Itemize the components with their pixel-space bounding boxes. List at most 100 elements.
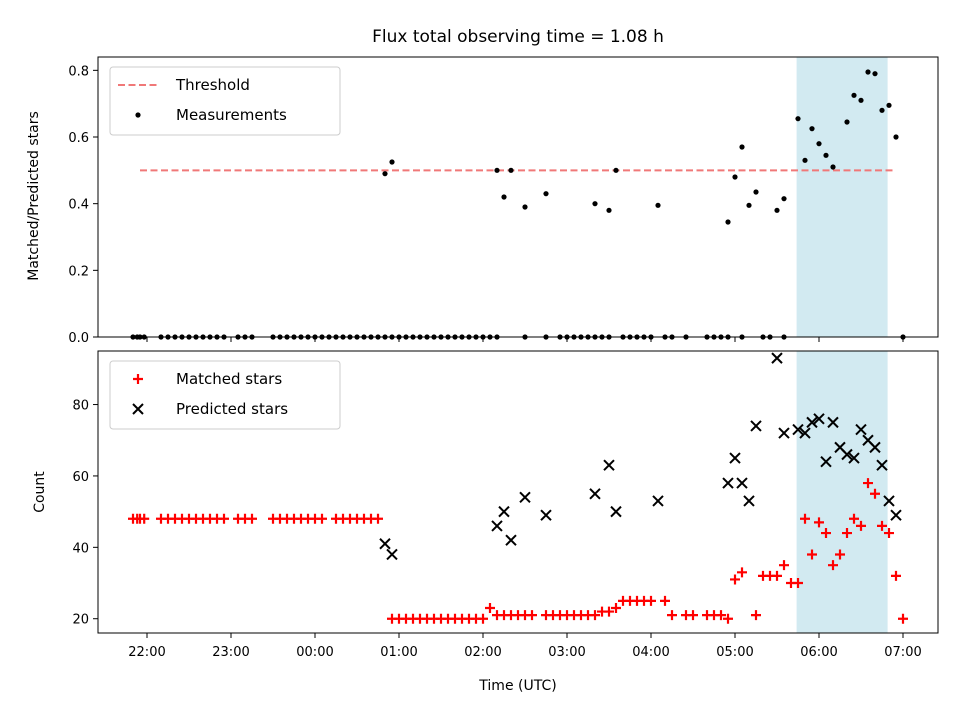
matched-star-point: [317, 513, 327, 524]
matched-star-point: [730, 574, 740, 585]
matched-star-point: [660, 595, 670, 606]
y-tick-label: 0.8: [68, 64, 89, 79]
matched-star-point: [842, 528, 852, 539]
x-tick-label: 06:00: [800, 645, 837, 660]
predicted-star-point: [610, 505, 622, 518]
predicted-star-point: [750, 420, 762, 432]
legend-box: [109, 66, 341, 136]
x-tick-label: 05:00: [716, 645, 753, 660]
matched-star-point: [779, 560, 789, 571]
measurement-point: [389, 159, 395, 165]
measurement-point: [543, 191, 549, 197]
legend-label: Matched stars: [176, 370, 282, 388]
bottom-y-axis-title: Count: [32, 471, 48, 513]
measurement-point: [732, 174, 738, 180]
matched-star-point: [793, 578, 803, 589]
predicted-star-point: [820, 455, 832, 468]
measurement-point: [795, 116, 801, 122]
predicted-star-point: [883, 495, 895, 507]
predicted-star-point: [855, 423, 867, 436]
y-tick-label: 80: [72, 399, 89, 414]
legend-label: Measurements: [176, 106, 287, 124]
flux-ratio-panel: 0.0 0.2 0.4 0.6 0.8 Threshold Measurements: [68, 56, 939, 346]
x-tick-label: 23:00: [212, 645, 249, 660]
measurement-point: [725, 219, 731, 225]
chart-title: Flux total observing time = 1.08 h: [372, 27, 664, 47]
matched-star-point: [139, 513, 150, 524]
measurement-point: [781, 196, 787, 202]
predicted-star-point: [505, 534, 517, 546]
x-tick-label: 03:00: [548, 645, 585, 660]
legend-measurement-swatch: [135, 112, 141, 118]
measurement-point: [802, 157, 808, 163]
measurement-point: [522, 204, 528, 210]
measurement-point: [508, 167, 514, 173]
matched-star-point: [856, 520, 866, 531]
predicted-star-point: [729, 452, 741, 464]
plot-frame: [97, 350, 939, 634]
predicted-star-point: [519, 491, 531, 504]
predicted-star-point: [841, 448, 853, 461]
predicted-star-point: [771, 352, 783, 364]
legend-label: Predicted stars: [176, 400, 288, 418]
matched-star-point: [527, 610, 537, 621]
measurement-point: [872, 71, 878, 77]
measurement-point: [858, 97, 864, 103]
star-count-panel: 20 40 60 80 22:00 23:00 00:00 01:00 02:00 03:00 04…: [72, 350, 939, 660]
predicted-star-point: [540, 509, 552, 521]
measurement-point: [739, 144, 745, 150]
measurement-point: [613, 167, 619, 173]
matched-star-point: [723, 613, 733, 624]
matched-star-point: [800, 513, 810, 524]
matched-star-point: [870, 488, 880, 499]
measurement-point: [774, 207, 780, 213]
y-tick-label: 0.6: [68, 131, 89, 146]
predicted-star-point: [778, 427, 790, 439]
legend-matched-swatch: [133, 374, 143, 384]
matched-star-point: [485, 603, 495, 614]
matched-star-point: [828, 560, 838, 571]
measurement-point: [501, 194, 507, 200]
measurement-point: [753, 189, 759, 195]
matched-star-point: [807, 549, 817, 560]
measurement-point: [655, 202, 661, 208]
predicted-star-point: [890, 509, 902, 521]
plot-frame: [97, 56, 939, 338]
predicted-star-point: [589, 488, 601, 500]
measurement-point: [844, 119, 850, 125]
predicted-star-point: [799, 427, 811, 439]
measurement-point: [494, 167, 500, 173]
matched-star-point: [891, 570, 901, 581]
predicted-star-point: [813, 413, 825, 425]
matched-star-point: [835, 549, 845, 560]
predicted-star-point: [736, 477, 748, 489]
matched-star-point: [219, 513, 229, 524]
predicted-star-point: [722, 477, 734, 489]
measurement-point: [893, 134, 899, 140]
predicted-star-point: [652, 495, 664, 507]
matched-star-point: [849, 513, 859, 524]
matched-star-point: [646, 595, 656, 606]
measurement-point: [886, 102, 892, 108]
measurement-point: [606, 207, 612, 213]
predicted-star-point: [827, 416, 839, 429]
matched-star-point: [737, 567, 747, 578]
matched-star-point: [884, 528, 894, 539]
measurement-point: [382, 171, 388, 177]
y-tick-label: 40: [72, 541, 89, 556]
matched-star-point: [373, 513, 383, 524]
matched-star-point: [611, 603, 621, 614]
x-tick-label: 04:00: [632, 645, 669, 660]
y-tick-label: 0.0: [68, 331, 89, 346]
measurement-point: [823, 152, 829, 158]
highlight-span: [796, 351, 888, 633]
matched-star-point: [688, 610, 698, 621]
y-tick-label: 0.2: [68, 264, 89, 279]
matched-star-point: [478, 613, 488, 624]
measurement-point: [865, 69, 871, 75]
measurement-point: [746, 202, 752, 208]
measurement-point: [809, 126, 815, 132]
predicted-star-point: [792, 423, 804, 436]
matched-star-point: [898, 613, 908, 624]
matched-star-point: [590, 610, 600, 621]
